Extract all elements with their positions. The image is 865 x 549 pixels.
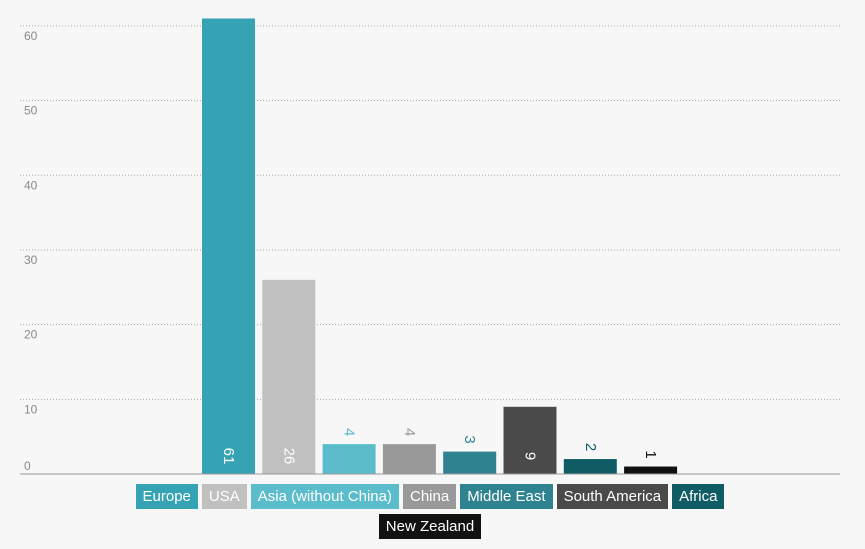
bar bbox=[262, 279, 316, 474]
y-tick-label: 50 bbox=[24, 104, 38, 118]
y-tick-label: 10 bbox=[24, 402, 38, 416]
legend-item: New Zealand bbox=[378, 514, 482, 539]
legend-item: South America bbox=[556, 484, 669, 509]
bar bbox=[382, 444, 436, 474]
bar-value-label: 2 bbox=[582, 443, 599, 451]
legend: Europe USA Asia (without China) China Middle… bbox=[100, 484, 760, 539]
y-tick-label: 60 bbox=[24, 29, 38, 43]
bar bbox=[202, 18, 255, 474]
bar bbox=[443, 451, 497, 474]
bar-value-label: 26 bbox=[280, 448, 297, 465]
bar bbox=[322, 444, 376, 474]
legend-item: Africa bbox=[672, 484, 725, 509]
bar-value-label: 3 bbox=[461, 435, 478, 443]
legend-item: Asia (without China) bbox=[250, 484, 399, 509]
bar-value-label: 1 bbox=[642, 450, 659, 458]
y-tick-label: 20 bbox=[24, 328, 38, 342]
bar-value-label: 61 bbox=[220, 448, 237, 465]
bar bbox=[624, 466, 678, 474]
bar-value-label: 4 bbox=[341, 428, 358, 436]
grid-layer: 0 10 20 30 40 50 60 bbox=[20, 25, 840, 473]
y-tick-label: 40 bbox=[24, 178, 38, 192]
bar bbox=[503, 406, 557, 474]
bars-layer: 61 26 4 4 3 9 2 1 bbox=[202, 18, 678, 474]
bar bbox=[563, 459, 617, 474]
legend-item: Europe bbox=[135, 484, 198, 509]
legend-item: China bbox=[402, 484, 457, 509]
legend-item: USA bbox=[201, 484, 247, 509]
y-tick-label: 30 bbox=[24, 253, 38, 267]
y-tick-label: 0 bbox=[24, 459, 31, 473]
bar-value-label: 4 bbox=[401, 428, 418, 436]
legend-item: Middle East bbox=[460, 484, 553, 509]
bar-value-label: 9 bbox=[522, 452, 539, 460]
